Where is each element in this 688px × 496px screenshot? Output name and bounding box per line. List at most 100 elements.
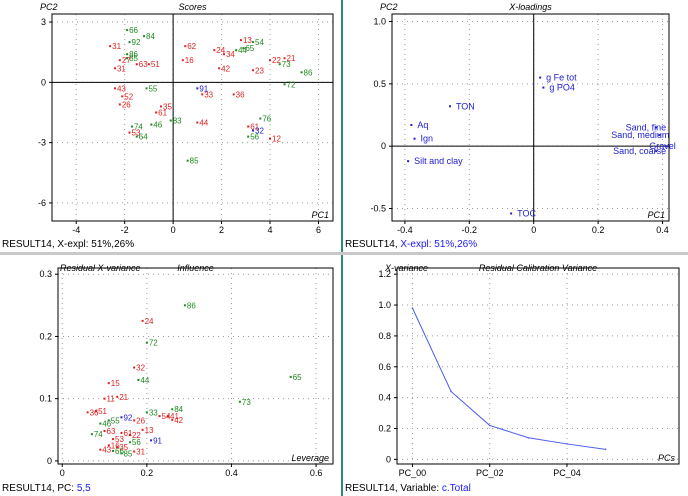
point-label: 44 — [238, 46, 247, 55]
y-tick-label: 0 — [47, 456, 52, 466]
data-point — [181, 59, 184, 62]
data-point — [183, 304, 186, 307]
data-point — [283, 83, 286, 86]
point-label: TON — [456, 101, 475, 111]
data-point — [147, 63, 150, 66]
data-point — [300, 71, 303, 74]
point-label: 24 — [145, 317, 154, 326]
point-label: 34 — [226, 50, 235, 59]
point-label: 32 — [255, 127, 264, 136]
point-label: TOC — [517, 209, 536, 219]
point-label: 85 — [123, 449, 132, 458]
point-label: 54 — [255, 38, 264, 47]
point-label: 55 — [111, 416, 120, 425]
status-text: RESULT14, PC: — [2, 483, 77, 494]
data-point — [107, 419, 110, 422]
data-point — [118, 59, 121, 62]
data-point — [141, 319, 144, 322]
y-tick-label: 0.8 — [378, 331, 391, 341]
point-label: 54 — [162, 412, 171, 421]
point-label: 86 — [129, 50, 138, 59]
x-tick-label: 0.2 — [592, 225, 605, 235]
line-vertex — [527, 436, 530, 439]
point-label: 64 — [139, 133, 148, 142]
data-point — [658, 133, 661, 136]
status-text: RESULT14, Variable: — [345, 483, 442, 494]
data-point — [239, 39, 242, 42]
x-loadings-plot[interactable]: -0.4 -0.2 0 0.2 0.4 -0.5 0 0.5 1.0 PC2 X-loadings P… — [343, 0, 688, 238]
point-label: 76 — [262, 115, 271, 124]
data-point — [128, 433, 131, 436]
horizontal-divider[interactable] — [0, 252, 688, 255]
data-point — [252, 69, 255, 72]
point-label: 56 — [132, 438, 141, 447]
data-point — [112, 438, 114, 441]
point-label: 91 — [199, 84, 208, 93]
point-label: 43 — [102, 446, 111, 455]
data-point — [448, 105, 451, 108]
data-point — [135, 135, 138, 138]
data-point — [145, 341, 148, 344]
point-label: 63 — [139, 60, 148, 69]
data-point — [121, 95, 124, 98]
point-label: 32 — [136, 364, 145, 373]
y-tick-label: -0.5 — [370, 204, 386, 214]
data-point — [218, 67, 221, 70]
data-point — [99, 448, 102, 451]
data-point — [90, 433, 93, 436]
point-label: 35 — [119, 443, 128, 452]
x-tick-label: -4 — [72, 225, 80, 235]
x-tick-label: 4 — [268, 225, 273, 235]
point-label: 41 — [170, 412, 179, 421]
data-point — [113, 67, 116, 70]
point-label: 12 — [272, 135, 281, 144]
point-label: 31 — [117, 64, 126, 73]
plot-frame — [57, 267, 334, 465]
point-label: 92 — [123, 413, 132, 422]
x-tick-label: 6 — [316, 225, 321, 235]
y-axis-label: PC2 — [380, 2, 398, 12]
y-tick-label: 1.0 — [373, 16, 386, 26]
data-point — [242, 47, 245, 50]
vertical-divider[interactable] — [341, 0, 343, 496]
point-label: 44 — [140, 376, 149, 385]
point-label: 21 — [119, 393, 128, 402]
data-point — [133, 450, 136, 453]
line-vertex — [488, 424, 491, 427]
point-label: 53 — [132, 129, 141, 138]
point-label: 11 — [107, 395, 116, 404]
point-label: 83 — [173, 117, 182, 126]
point-label: 85 — [129, 54, 138, 63]
data-point — [542, 86, 545, 89]
x-tick-label: 0.2 — [141, 468, 154, 478]
data-point — [155, 111, 158, 114]
data-point — [167, 415, 169, 418]
data-point — [655, 126, 658, 129]
x-axis-label: PC1 — [647, 210, 665, 220]
data-point — [171, 408, 174, 411]
data-point — [269, 59, 272, 62]
point-label: 13 — [145, 426, 154, 435]
line-vertex — [566, 443, 568, 445]
data-point — [103, 430, 106, 433]
x-tick-label: PC_04 — [553, 468, 581, 478]
data-point — [143, 35, 146, 38]
point-label: 36 — [90, 408, 99, 417]
influence-plot[interactable]: 0 0.2 0.4 0.6 0 0.1 0.2 0.3 Residual X-variance I… — [0, 255, 341, 482]
x-loadings-status-bar: RESULT14, X-expl: 51%,26% — [345, 238, 688, 252]
data-point — [133, 419, 136, 422]
calibration-variance-plot[interactable]: PC_00 PC_02 PC_04 0 0.2 0.4 0.6 0.8 1.0 1.2X-vari… — [343, 255, 688, 482]
data-point — [539, 76, 542, 79]
y-tick-label: 0.6 — [378, 362, 391, 372]
x-tick-label: 0.6 — [310, 468, 323, 478]
x-axis-label: Leverage — [291, 453, 329, 463]
y-tick-label: -3 — [38, 138, 46, 148]
point-label: 73 — [242, 398, 251, 407]
status-highlight: 5,5 — [76, 483, 91, 494]
data-point — [169, 119, 172, 122]
data-point — [120, 452, 123, 455]
data-point — [126, 29, 129, 32]
data-point — [95, 410, 98, 413]
influence-status-bar: RESULT14, PC: 5,5 — [2, 482, 341, 496]
